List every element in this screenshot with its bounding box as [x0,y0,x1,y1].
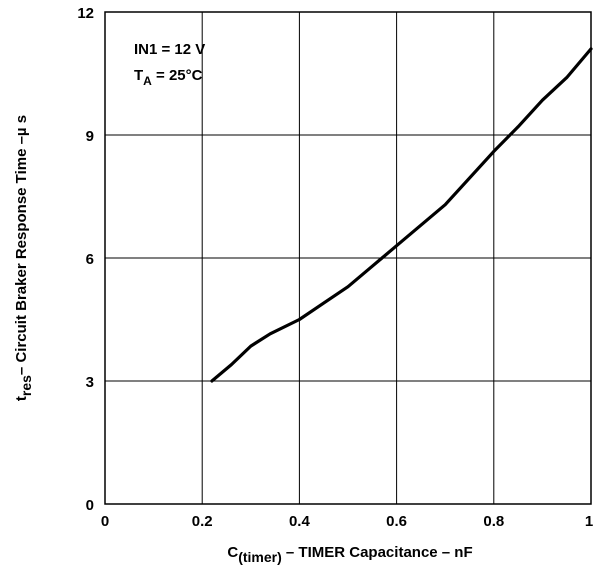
annotation-line2: TA = 25°C [134,67,203,88]
series-line [210,47,593,383]
y-label-rest: – Circuit Braker Response Time –µ s [13,115,30,375]
annotation-line1: IN1 = 12 V [134,41,205,58]
y-axis-label: tres– Circuit Braker Response Time –µ s [13,115,34,401]
x-label-sub: (timer) [238,549,282,565]
x-label-main: C [227,544,238,561]
x-tick-label-4: 0.8 [483,513,504,530]
y-tick-label-0: 0 [86,497,94,514]
x-axis-label: C(timer) – TIMER Capacitance – nF [227,544,472,565]
y-label-sub: res [18,375,34,396]
annotation-rest: = 25°C [152,67,203,84]
annotation-sub: A [143,74,152,88]
annotation-t: T [134,67,143,84]
y-tick-label-2: 6 [86,251,94,268]
y-label-main: t [13,396,30,401]
grid-lines [104,11,592,505]
x-label-rest: – TIMER Capacitance – nF [282,544,473,561]
plot-frame [104,11,592,505]
y-tick-labels: 0 3 6 9 12 [77,5,94,514]
y-tick-label-3: 9 [86,128,94,145]
x-tick-label-5: 1 [585,513,593,530]
x-tick-labels: 0 0.2 0.4 0.6 0.8 1 [101,513,593,530]
y-tick-label-1: 3 [86,374,94,391]
x-tick-label-3: 0.6 [386,513,407,530]
x-tick-label-2: 0.4 [289,513,311,530]
y-tick-label-4: 12 [77,5,94,22]
x-tick-label-0: 0 [101,513,109,530]
x-tick-label-1: 0.2 [192,513,213,530]
